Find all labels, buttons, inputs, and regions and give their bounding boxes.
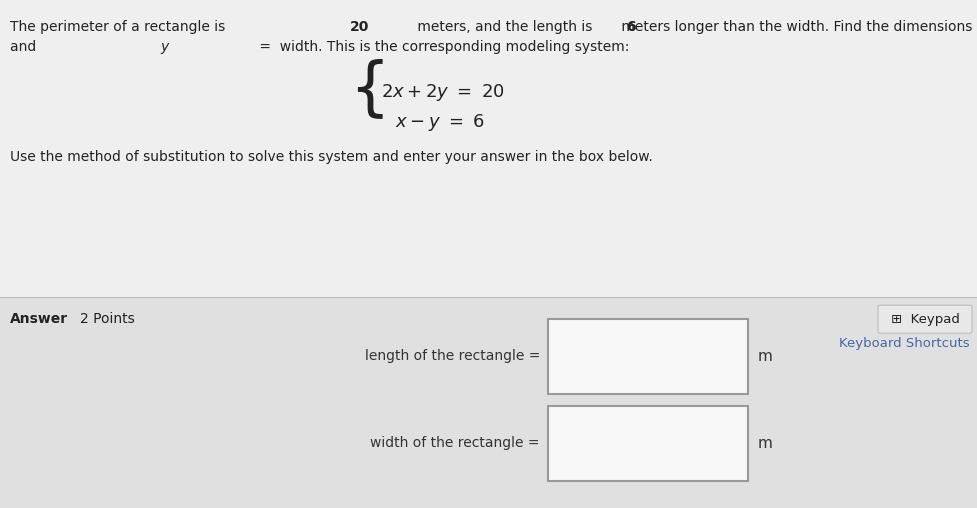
FancyBboxPatch shape xyxy=(547,406,747,481)
Text: length of the rectangle =: length of the rectangle = xyxy=(364,349,539,363)
Text: y: y xyxy=(160,40,169,54)
Text: Use the method of substitution to solve this system and enter your answer in the: Use the method of substitution to solve … xyxy=(10,150,652,164)
Text: ⊞  Keypad: ⊞ Keypad xyxy=(890,313,958,326)
Text: meters, and the length is: meters, and the length is xyxy=(412,20,596,34)
Bar xyxy=(0,297,977,508)
Text: 6: 6 xyxy=(625,20,635,34)
Text: meters longer than the width. Find the dimensions of the rectangle. Let: meters longer than the width. Find the d… xyxy=(616,20,977,34)
Text: m: m xyxy=(757,348,772,364)
Text: m: m xyxy=(757,436,772,451)
Text: The perimeter of a rectangle is: The perimeter of a rectangle is xyxy=(10,20,230,34)
Text: $x-y\ =\ 6$: $x-y\ =\ 6$ xyxy=(395,112,485,133)
Text: Keyboard Shortcuts: Keyboard Shortcuts xyxy=(838,337,969,350)
Text: =  width. This is the corresponding modeling system:: = width. This is the corresponding model… xyxy=(255,40,629,54)
Text: $2x+2y\ =\ 20$: $2x+2y\ =\ 20$ xyxy=(381,82,504,103)
Text: 20: 20 xyxy=(349,20,368,34)
FancyBboxPatch shape xyxy=(547,319,747,394)
Text: Answer: Answer xyxy=(10,312,68,326)
Text: 2 Points: 2 Points xyxy=(80,312,135,326)
FancyBboxPatch shape xyxy=(877,305,971,333)
Text: {: { xyxy=(349,58,389,120)
Text: width of the rectangle =: width of the rectangle = xyxy=(370,436,539,450)
Bar xyxy=(0,0,977,297)
Text: and: and xyxy=(10,40,41,54)
